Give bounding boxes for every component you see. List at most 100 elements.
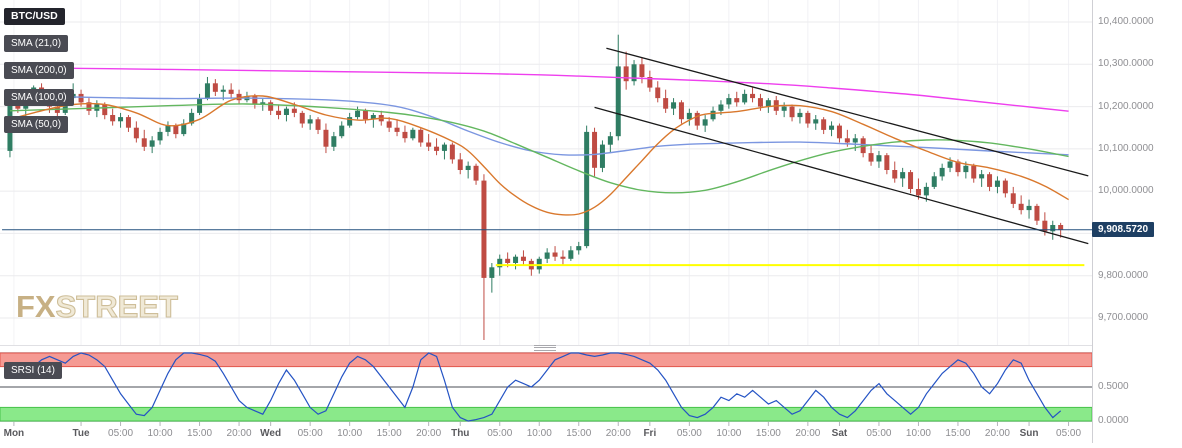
symbol-label: BTC/USD xyxy=(11,10,58,22)
price-axis-label: 10,100.0000 xyxy=(1098,142,1154,154)
pane-resize-handle[interactable] xyxy=(534,343,556,352)
indicator-badge[interactable]: SMA (200,0) xyxy=(4,62,74,79)
candle xyxy=(197,98,203,113)
candle xyxy=(552,252,558,257)
time-axis-label: 15:00 xyxy=(945,428,971,439)
time-axis-label: 15:00 xyxy=(376,428,402,439)
candle xyxy=(710,110,716,120)
candle xyxy=(410,129,416,139)
candle xyxy=(339,125,345,137)
time-axis-label: 20:00 xyxy=(984,428,1010,439)
price-axis-label: 10,000.0000 xyxy=(1098,185,1154,197)
candle xyxy=(781,106,787,111)
candle xyxy=(726,98,732,105)
candle xyxy=(449,144,455,160)
candle xyxy=(631,64,637,82)
candle xyxy=(441,144,447,151)
trend-line xyxy=(606,47,1089,177)
candle xyxy=(639,64,645,77)
candle xyxy=(181,123,187,135)
candle xyxy=(718,104,724,111)
time-axis-label: 10:00 xyxy=(147,428,173,439)
candle xyxy=(268,102,274,111)
candle xyxy=(323,129,329,147)
candle xyxy=(900,172,906,179)
time-axis-label: 15:00 xyxy=(566,428,592,439)
candle xyxy=(702,119,708,126)
candle xyxy=(165,125,171,132)
candle xyxy=(615,66,621,137)
time-axis-label: 20:00 xyxy=(226,428,252,439)
current-price-badge: 9,908.5720 xyxy=(1092,221,1155,237)
candle xyxy=(852,138,858,143)
candle xyxy=(497,258,503,268)
candle xyxy=(307,119,313,124)
time-axis-label: 10:00 xyxy=(716,428,742,439)
candle xyxy=(260,102,266,105)
candle xyxy=(402,131,408,139)
candle xyxy=(315,119,321,130)
candle xyxy=(434,146,440,151)
candle xyxy=(252,96,258,105)
time-axis-label: 20:00 xyxy=(605,428,631,439)
candle xyxy=(394,127,400,132)
candle xyxy=(939,167,945,177)
candle xyxy=(1058,225,1064,230)
candle xyxy=(1034,205,1040,221)
time-axis-label: 05:00 xyxy=(866,428,892,439)
candle xyxy=(757,98,763,107)
watermark-street: STREET xyxy=(55,288,178,324)
srsi-indicator-badge[interactable]: SRSI (14) xyxy=(4,362,62,379)
time-axis-day-label: Sat xyxy=(831,428,848,439)
srsi-label: SRSI (14) xyxy=(11,365,55,376)
candle xyxy=(797,112,803,118)
candle xyxy=(947,161,953,168)
watermark-fx: FX xyxy=(16,289,56,324)
candle xyxy=(520,256,526,261)
indicator-badge[interactable]: SMA (100,0) xyxy=(4,89,74,106)
candle xyxy=(994,180,1000,187)
candle xyxy=(584,131,590,247)
candle xyxy=(829,125,835,130)
candle xyxy=(426,142,432,147)
candle xyxy=(220,89,226,92)
candle xyxy=(204,83,210,99)
price-axis-label: 10,300.0000 xyxy=(1098,58,1154,70)
candle xyxy=(560,256,566,259)
candle xyxy=(821,119,827,130)
srsi-line xyxy=(9,352,1062,422)
indicator-badge[interactable]: SMA (21,0) xyxy=(4,35,69,52)
time-axis-day-label: Tue xyxy=(72,428,90,439)
symbol-badge[interactable]: BTC/USD xyxy=(4,8,65,25)
candle xyxy=(868,153,874,162)
candle xyxy=(386,121,392,128)
candle xyxy=(623,66,629,82)
time-axis-day-label: Sun xyxy=(1019,428,1039,439)
candle xyxy=(78,93,84,103)
candle xyxy=(655,87,661,99)
candle xyxy=(647,77,653,88)
candle xyxy=(1042,220,1048,232)
candle xyxy=(276,110,282,115)
candle xyxy=(465,165,471,170)
candle xyxy=(362,110,368,120)
time-axis-day-label: Mon xyxy=(3,428,25,439)
time-axis-label: 10:00 xyxy=(905,428,931,439)
candle xyxy=(299,112,305,124)
time-axis-day-label: Fri xyxy=(643,428,657,439)
candle xyxy=(110,115,116,122)
candle xyxy=(836,125,842,139)
time-axis-label: 05:00 xyxy=(297,428,323,439)
price-axis-label: 10,200.0000 xyxy=(1098,100,1154,112)
candle xyxy=(489,267,495,278)
candle xyxy=(884,155,890,170)
candle xyxy=(971,165,977,179)
candle xyxy=(513,256,519,263)
candle xyxy=(955,161,961,173)
indicator-badge[interactable]: SMA (50,0) xyxy=(4,116,69,133)
price-axis-label: 10,400.0000 xyxy=(1098,16,1154,27)
candle xyxy=(141,138,147,147)
fxstreet-watermark: FXSTREET xyxy=(16,288,178,325)
candle xyxy=(283,108,289,115)
